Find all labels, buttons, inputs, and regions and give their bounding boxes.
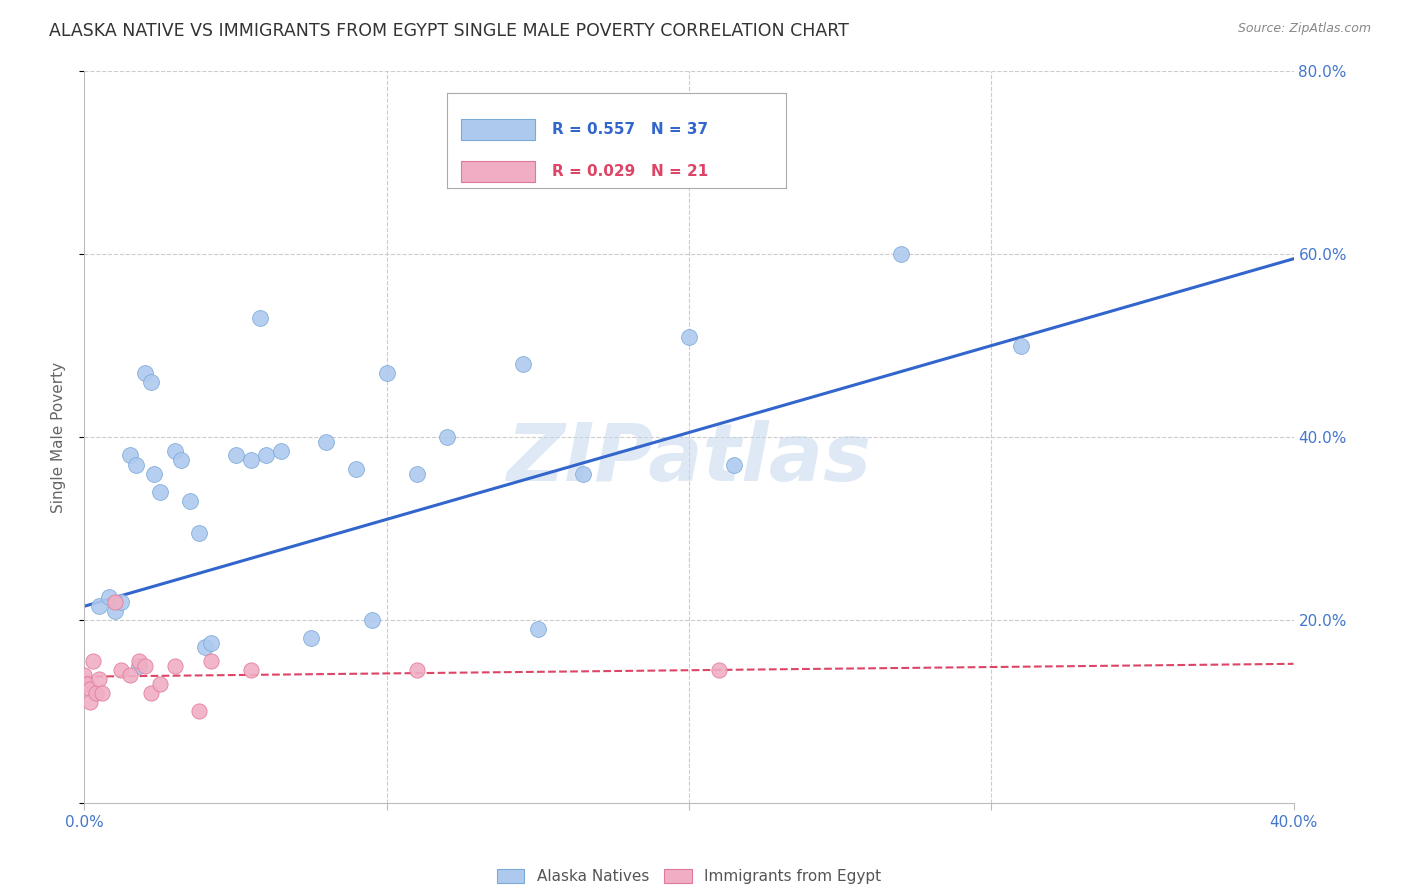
Point [436,430,458,444]
Text: ALASKA NATIVE VS IMMIGRANTS FROM EGYPT SINGLE MALE POVERTY CORRELATION CHART: ALASKA NATIVE VS IMMIGRANTS FROM EGYPT S… [49,22,849,40]
Point [104,594,127,608]
Point [139,376,162,390]
Point [118,449,141,463]
Point [139,686,162,700]
Point [709,663,731,677]
Point [89,599,111,614]
Point [723,458,745,472]
Point [200,636,222,650]
Point [149,485,172,500]
Point [142,467,165,481]
Legend: Alaska Natives, Immigrants from Egypt: Alaska Natives, Immigrants from Egypt [491,863,887,890]
Point [481,137,503,152]
Point [188,526,211,541]
Point [79,681,101,696]
Text: ZIPatlas: ZIPatlas [506,420,872,498]
Point [254,449,277,463]
Point [239,453,262,467]
Point [346,462,368,476]
Point [134,366,156,380]
Point [97,590,120,604]
Point [1011,338,1033,352]
Point [678,329,700,343]
Point [527,622,550,636]
Point [149,677,172,691]
Point [128,658,150,673]
Point [200,654,222,668]
Point [104,604,127,618]
Point [110,594,132,608]
Point [188,705,211,719]
Point [249,311,271,326]
Point [73,667,96,681]
Point [512,357,534,371]
Point [165,443,187,458]
Point [890,247,912,261]
Point [315,434,337,449]
Point [128,654,150,668]
Point [406,663,429,677]
Point [360,613,382,627]
Point [125,458,148,472]
Point [239,663,262,677]
Text: Source: ZipAtlas.com: Source: ZipAtlas.com [1237,22,1371,36]
Y-axis label: Single Male Poverty: Single Male Poverty [51,361,66,513]
Point [118,667,141,681]
Point [76,677,98,691]
Point [170,453,193,467]
Point [91,686,114,700]
Point [299,632,322,646]
Point [110,663,132,677]
Point [179,494,201,508]
Point [79,695,101,709]
Point [406,467,429,481]
Point [375,366,398,380]
Point [194,640,217,655]
Point [86,686,108,700]
Point [572,467,595,481]
Point [134,658,156,673]
Point [89,673,111,687]
Point [270,443,292,458]
Point [165,658,187,673]
Point [225,449,247,463]
Point [82,654,104,668]
